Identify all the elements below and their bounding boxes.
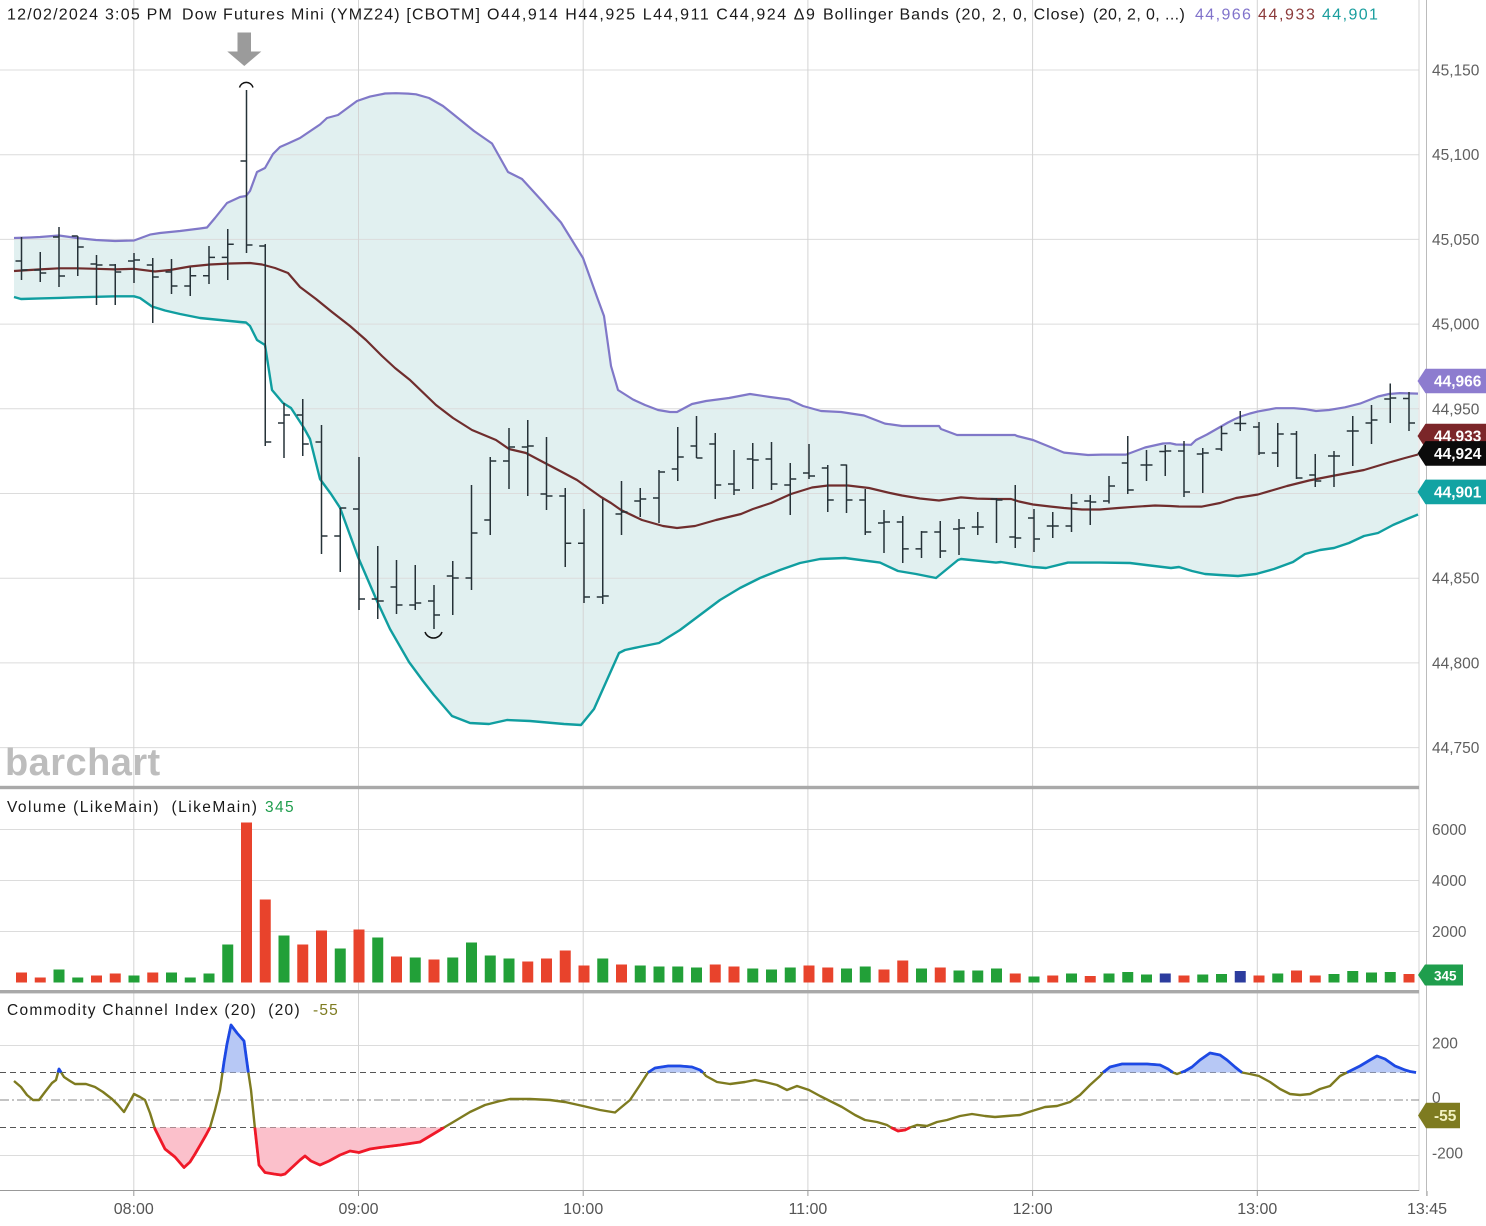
svg-text:45,000: 45,000 [1432,317,1480,334]
svg-text:12/02/2024 3:05 PM: 12/02/2024 3:05 PM [7,7,173,24]
svg-text:Dow Futures Mini (YMZ24) [CBOT: Dow Futures Mini (YMZ24) [CBOTM] [182,7,481,24]
svg-text:-200: -200 [1432,1146,1463,1163]
svg-text:44,901: 44,901 [1322,7,1379,24]
svg-text:45,100: 45,100 [1432,147,1480,164]
svg-text:barchart: barchart [5,742,161,784]
svg-text:O44,914 H44,925 L44,911 C44,92: O44,914 H44,925 L44,911 C44,924 Δ9 [487,7,816,24]
svg-text:4000: 4000 [1432,873,1467,890]
svg-text:345: 345 [1434,969,1457,984]
svg-text:13:45: 13:45 [1407,1201,1447,1218]
svg-text:44,950: 44,950 [1432,401,1480,418]
svg-text:Bollinger Bands (20, 2, 0, Clo: Bollinger Bands (20, 2, 0, Close) [823,7,1086,24]
svg-text:44,966: 44,966 [1195,7,1252,24]
svg-text:10:00: 10:00 [563,1201,603,1218]
svg-text:-55: -55 [1434,1108,1457,1125]
svg-text:44,850: 44,850 [1432,571,1480,588]
svg-text:09:00: 09:00 [338,1201,378,1218]
svg-text:44,901: 44,901 [1434,484,1482,501]
svg-text:2000: 2000 [1432,924,1467,941]
svg-text:08:00: 08:00 [114,1201,154,1218]
svg-text:(20, 2, 0, ...): (20, 2, 0, ...) [1093,7,1185,24]
svg-text:44,966: 44,966 [1434,374,1482,391]
svg-text:6000: 6000 [1432,822,1467,839]
svg-text:44,750: 44,750 [1432,740,1480,757]
svg-text:200: 200 [1432,1036,1458,1053]
svg-text:0: 0 [1432,1090,1441,1107]
svg-text:45,050: 45,050 [1432,232,1480,249]
svg-text:11:00: 11:00 [788,1201,827,1218]
svg-text:12:00: 12:00 [1013,1201,1053,1218]
svg-text:-55: -55 [313,1002,339,1019]
svg-text:Volume (LikeMain) (LikeMain): Volume (LikeMain) (LikeMain) [7,799,258,816]
svg-text:44,924: 44,924 [1434,446,1482,463]
svg-text:Commodity Channel Index (20): Commodity Channel Index (20) (20) [7,1002,301,1019]
svg-text:44,800: 44,800 [1432,655,1480,672]
svg-text:44,933: 44,933 [1258,7,1317,24]
svg-text:45,150: 45,150 [1432,63,1480,80]
svg-text:13:00: 13:00 [1237,1201,1277,1218]
svg-text:345: 345 [265,799,295,816]
